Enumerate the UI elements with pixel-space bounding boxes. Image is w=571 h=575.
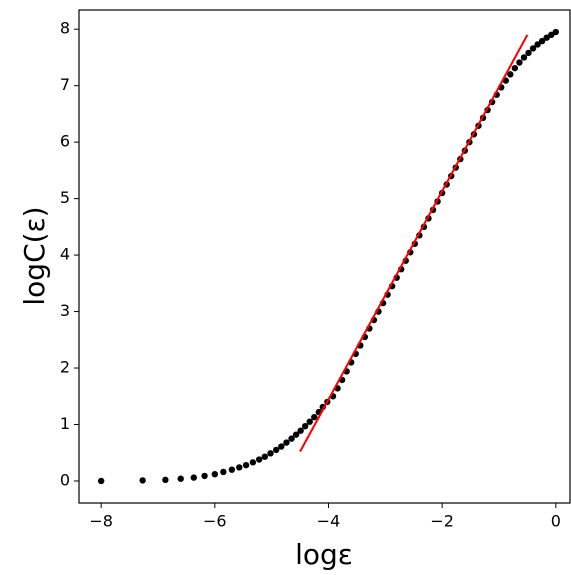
scatter-point <box>538 37 546 45</box>
y-tick-label: 4 <box>60 245 70 264</box>
scatter-point <box>177 475 184 482</box>
y-tick-label: 7 <box>60 75 70 94</box>
scatter-point <box>267 450 274 457</box>
scatter-point <box>534 41 541 48</box>
scatter-point <box>220 468 227 476</box>
scatter-point <box>288 435 295 442</box>
scatter-point <box>228 466 236 473</box>
scatter-point <box>242 461 250 469</box>
scatter-point <box>507 71 514 78</box>
scatter-point <box>516 59 523 66</box>
scatter-point <box>162 476 169 484</box>
y-tick-label: 6 <box>60 132 70 151</box>
plot-frame <box>78 9 571 504</box>
scatter-point <box>283 439 290 446</box>
scatter-point <box>272 446 280 454</box>
scatter-point <box>201 472 208 480</box>
scatter-point <box>301 422 309 430</box>
scatter-point <box>211 470 219 478</box>
scatter-point <box>292 431 300 438</box>
x-axis-label: logε <box>295 538 353 571</box>
scatter-point <box>520 54 528 61</box>
y-tick-label: 3 <box>60 301 70 320</box>
x-tick-label: −4 <box>317 512 341 531</box>
x-tick-label: −8 <box>89 512 113 531</box>
y-tick-label: 0 <box>60 470 70 489</box>
y-axis-label: logC(ε) <box>18 206 51 305</box>
scatter-point <box>278 443 285 450</box>
scatter-point <box>97 477 105 485</box>
x-tick-label: −6 <box>203 512 227 531</box>
scatter-point <box>529 45 537 52</box>
scatter-point <box>511 64 519 72</box>
scatter-point <box>190 474 197 481</box>
scatter-point <box>249 459 257 466</box>
scatter-point <box>311 413 318 421</box>
scatter-point <box>306 418 313 425</box>
y-tick-label: 2 <box>60 358 70 377</box>
scatter-point <box>255 456 263 463</box>
y-tick-label: 1 <box>60 414 70 433</box>
y-tick-label: 5 <box>60 188 70 207</box>
scatter-point <box>261 453 269 460</box>
y-tick-label: 8 <box>60 19 70 38</box>
x-tick-label: 0 <box>551 512 561 531</box>
scatter-point <box>139 477 146 484</box>
scatter-point <box>297 427 304 434</box>
scatter-point <box>525 49 532 57</box>
fit-line <box>299 34 529 453</box>
x-tick-label: −2 <box>430 512 454 531</box>
scatter-point <box>236 464 243 471</box>
scatter-point <box>552 28 559 36</box>
